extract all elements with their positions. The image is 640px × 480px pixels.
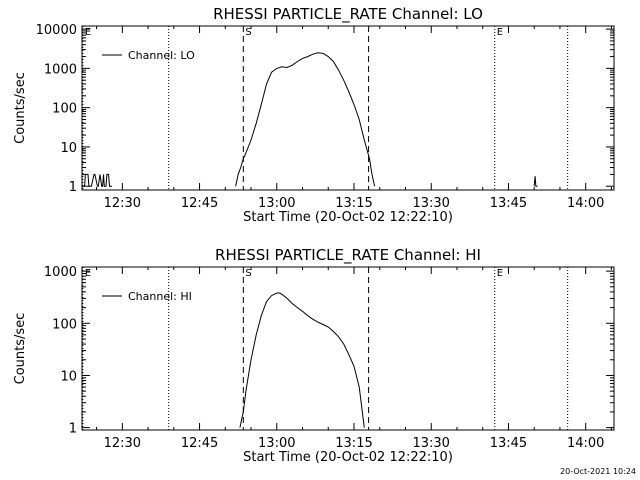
data-series-line-lo	[82, 52, 538, 187]
x-tick-label: 12:30	[104, 436, 141, 451]
x-tick-label: 14:00	[567, 436, 604, 451]
time-marker-label: E	[85, 268, 91, 279]
y-tick-label: 10	[60, 141, 77, 156]
x-axis-label-hi: Start Time (20-Oct-02 12:22:10)	[243, 450, 453, 465]
time-marker-label: S	[245, 27, 251, 38]
generation-timestamp: 20-Oct-2021 10:24	[560, 467, 636, 476]
y-tick-label: 10	[60, 369, 77, 384]
y-tick-label: 1000	[44, 265, 77, 280]
y-axis-label-lo: Counts/sec	[13, 72, 28, 144]
x-tick-label: 13:45	[490, 436, 527, 451]
x-tick-label: 12:45	[181, 196, 218, 211]
x-tick-label: 13:00	[258, 196, 295, 211]
chart-title-hi: RHESSI PARTICLE_RATE Channel: HI	[215, 246, 481, 265]
x-tick-label: 12:30	[104, 196, 141, 211]
legend-entry-hi: Channel: HI	[128, 290, 192, 303]
x-tick-label: 12:45	[181, 436, 218, 451]
x-tick-label: 13:15	[335, 436, 372, 451]
plot-frame-hi	[81, 266, 615, 431]
x-tick-label: 13:45	[490, 196, 527, 211]
x-tick-label: 13:30	[412, 196, 449, 211]
y-axis-label-hi: Counts/sec	[13, 313, 28, 385]
y-tick-label: 1000	[44, 62, 77, 77]
chart-title-lo: RHESSI PARTICLE_RATE Channel: LO	[213, 5, 483, 24]
x-tick-label: 14:00	[567, 196, 604, 211]
time-marker-label: E	[497, 27, 503, 38]
time-marker-label: E	[497, 268, 503, 279]
y-tick-label: 10000	[36, 23, 77, 38]
x-tick-label: 13:30	[412, 436, 449, 451]
y-tick-label: 100	[52, 102, 77, 117]
x-tick-label: 13:00	[258, 436, 295, 451]
y-tick-label: 1	[69, 422, 77, 437]
time-marker-label: E	[85, 27, 91, 38]
data-series-line-hi	[239, 292, 365, 428]
y-tick-label: 1	[69, 180, 77, 195]
y-tick-label: 100	[52, 317, 77, 332]
x-tick-label: 13:15	[335, 196, 372, 211]
legend-entry-lo: Channel: LO	[128, 49, 195, 62]
time-marker-label: S	[245, 268, 251, 279]
x-axis-label-lo: Start Time (20-Oct-02 12:22:10)	[243, 210, 453, 225]
